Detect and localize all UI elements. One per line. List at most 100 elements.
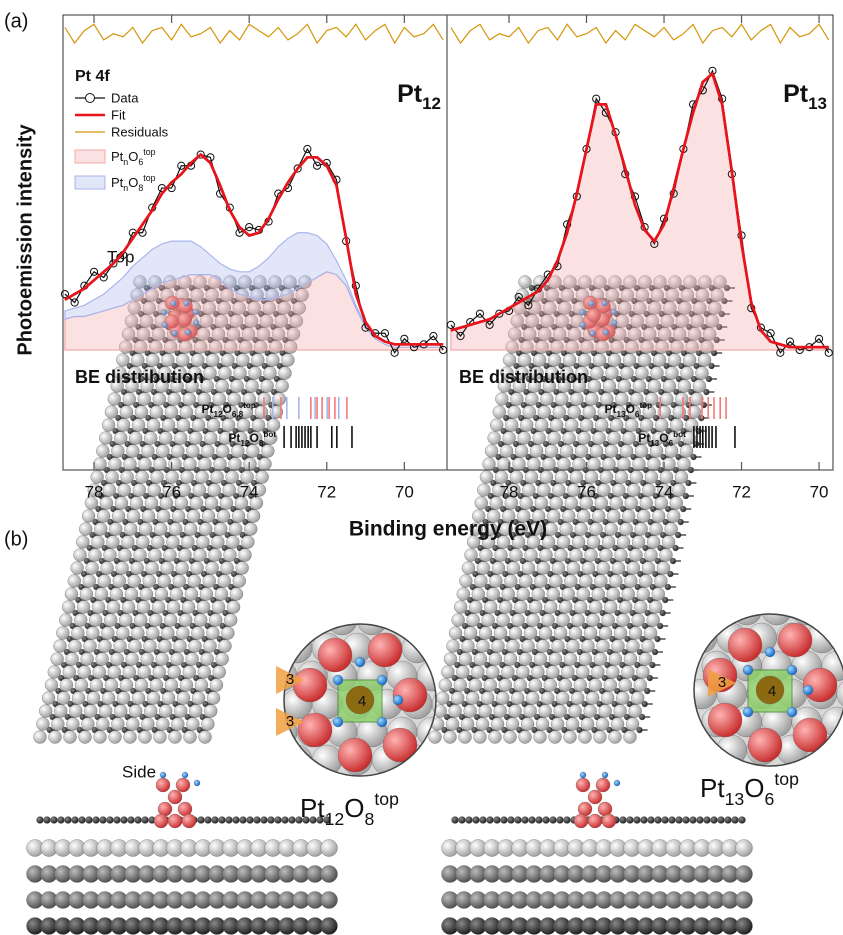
panel-title: Pt13: [783, 80, 827, 113]
atom: [44, 678, 59, 692]
legend-label: PtnO6top: [111, 147, 156, 167]
atom: [95, 652, 109, 666]
atom: [161, 418, 176, 432]
atom: [682, 816, 690, 824]
be-title: BE distribution: [75, 367, 204, 387]
atom: [132, 483, 146, 497]
atom: [99, 431, 113, 445]
atom: [155, 777, 171, 793]
atom: [111, 717, 125, 731]
atom: [786, 664, 798, 676]
atom: [138, 730, 152, 744]
atom: [140, 379, 154, 393]
atom: [123, 730, 137, 744]
atom: [167, 813, 183, 829]
atom: [252, 483, 266, 497]
text-part: 13: [725, 789, 745, 809]
atom: [156, 444, 170, 458]
atom: [199, 314, 214, 328]
text-part: 12: [325, 809, 345, 829]
text-part: 6,8: [232, 410, 244, 419]
atom: [211, 535, 225, 549]
text-part: top: [143, 147, 155, 157]
atom: [295, 288, 309, 302]
atom: [181, 813, 197, 829]
atom: [451, 816, 459, 824]
atom: [161, 353, 175, 367]
atom: [182, 665, 196, 679]
atom: [535, 816, 543, 824]
atom: [149, 678, 164, 692]
atom: [158, 639, 172, 653]
atom: [486, 816, 494, 824]
atom: [185, 379, 199, 393]
atom: [128, 366, 142, 380]
atom: [64, 587, 79, 601]
atom: [197, 392, 211, 406]
atom: [187, 574, 201, 588]
text-part: bot: [673, 430, 686, 439]
residual-line: [450, 23, 830, 45]
atom: [76, 535, 90, 549]
atom: [78, 816, 86, 824]
atom: [206, 353, 220, 367]
atom: [160, 561, 174, 575]
atom: [613, 779, 621, 787]
panel-title: Pt12: [397, 80, 441, 113]
atom: [761, 614, 792, 626]
atom: [176, 353, 190, 367]
text-part: O: [626, 402, 635, 416]
atom: [626, 816, 634, 824]
legend-label: Residuals: [111, 124, 169, 139]
atom: [122, 665, 136, 679]
atom: [717, 816, 725, 824]
atom: [179, 613, 193, 627]
atom: [151, 600, 166, 614]
x-tick-label: 78: [85, 482, 104, 501]
atom: [735, 865, 753, 883]
atom: [56, 691, 71, 705]
atom: [320, 865, 338, 883]
atom: [249, 431, 263, 445]
atom: [659, 609, 666, 617]
atom: [234, 496, 249, 510]
atom: [131, 418, 146, 432]
atom: [199, 587, 214, 601]
atom: [155, 379, 169, 393]
atom: [89, 613, 103, 627]
atom: [68, 639, 82, 653]
atom: [189, 496, 204, 510]
atom: [81, 509, 96, 523]
atom: [151, 327, 166, 341]
atom: [80, 652, 94, 666]
panel-label: (a): [4, 10, 28, 32]
atom: [207, 483, 221, 497]
atom: [70, 561, 84, 575]
panel-label: (b): [4, 528, 28, 550]
atom: [136, 327, 151, 341]
atom: [176, 418, 191, 432]
atom: [821, 614, 843, 626]
atom: [91, 600, 106, 614]
atom: [204, 431, 218, 445]
atom: [731, 614, 762, 626]
atom: [93, 730, 107, 744]
text-part: 12: [422, 94, 441, 113]
atom: [209, 678, 224, 692]
atom: [146, 626, 160, 640]
atom: [122, 392, 136, 406]
atom: [126, 444, 140, 458]
text-part: 13: [808, 94, 827, 113]
atom: [116, 626, 130, 640]
x-tick-label: 76: [162, 482, 181, 501]
atom: [134, 816, 142, 824]
structure-label: Pt12O8top: [300, 789, 399, 829]
atom: [106, 600, 121, 614]
atom: [278, 366, 292, 380]
atom: [43, 816, 51, 824]
atom: [79, 522, 93, 536]
atom: [284, 624, 298, 636]
atom: [215, 379, 229, 393]
atom: [209, 613, 223, 627]
atom: [707, 702, 743, 738]
